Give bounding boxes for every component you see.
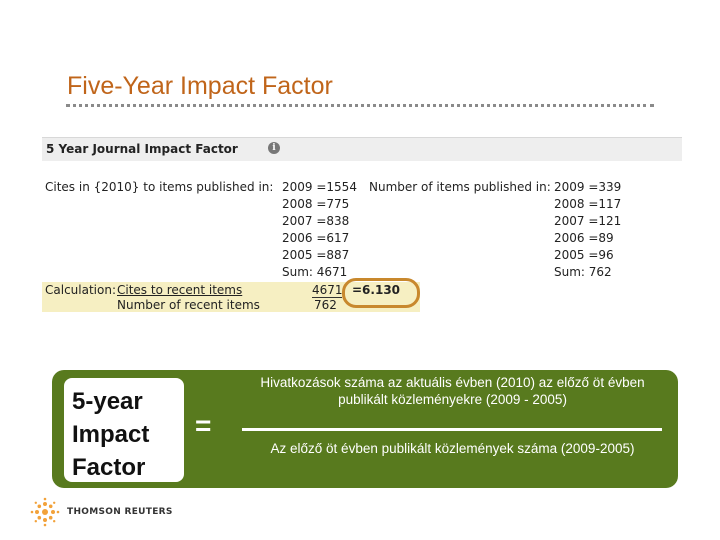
cites-row: 2008 =775 [282, 197, 350, 211]
thomson-reuters-logo-icon [30, 497, 60, 527]
calc-denominator-value: 762 [314, 298, 337, 312]
items-sum: Sum: 762 [554, 265, 612, 279]
cites-label: Cites in {2010} to items published in: [45, 180, 274, 194]
cites-row: 2005 =887 [282, 248, 350, 262]
items-row: 2006 =89 [554, 231, 614, 245]
title-divider [66, 104, 654, 107]
jcr-header-label: 5 Year Journal Impact Factor [46, 142, 238, 156]
items-row: 2007 =121 [554, 214, 622, 228]
thomson-reuters-logo: THOMSON REUTERS [30, 497, 190, 529]
equals-sign: = [195, 410, 212, 441]
cites-row: 2007 =838 [282, 214, 350, 228]
jcr-header: 5 Year Journal Impact Factor i [42, 137, 682, 161]
formula-fraction-rule [242, 428, 662, 431]
number-of-recent-items-label: Number of recent items [117, 298, 260, 312]
calc-numerator-value: 4671 [312, 283, 343, 297]
formula-denominator: Az előző öt évben publikált közlemények … [270, 441, 635, 456]
cites-sum: Sum: 4671 [282, 265, 348, 279]
items-row: 2005 =96 [554, 248, 614, 262]
formula-lhs-label: 5-year Impact Factor [72, 388, 150, 481]
jcr-screenshot-panel: 5 Year Journal Impact Factor i Cites in … [42, 137, 682, 312]
cites-row: 2009 =1554 [282, 180, 357, 194]
cites-list: 2009 =1554 2008 =775 2007 =838 2006 =617… [282, 179, 357, 281]
cites-to-recent-items-link[interactable]: Cites to recent items [117, 283, 243, 297]
info-icon[interactable]: i [268, 142, 280, 154]
items-row: 2009 =339 [554, 180, 622, 194]
items-list: 2009 =339 2008 =117 2007 =121 2006 =89 2… [554, 179, 621, 281]
impact-factor-result: =6.130 [352, 283, 401, 297]
formula-lhs-panel [64, 378, 184, 482]
formula-box: 5-year Impact Factor = Hivatkozások szám… [52, 370, 678, 488]
items-row: 2008 =117 [554, 197, 622, 211]
calculation-label: Calculation: [45, 283, 116, 297]
items-label: Number of items published in: [369, 180, 551, 194]
result-highlight-circle [342, 278, 420, 308]
cites-row: 2006 =617 [282, 231, 350, 245]
slide-title: Five-Year Impact Factor [67, 72, 333, 100]
formula-numerator: Hivatkozások száma az aktuális évben (20… [260, 375, 645, 407]
logo-text: THOMSON REUTERS [67, 507, 173, 517]
calc-fraction-rule [312, 297, 342, 298]
